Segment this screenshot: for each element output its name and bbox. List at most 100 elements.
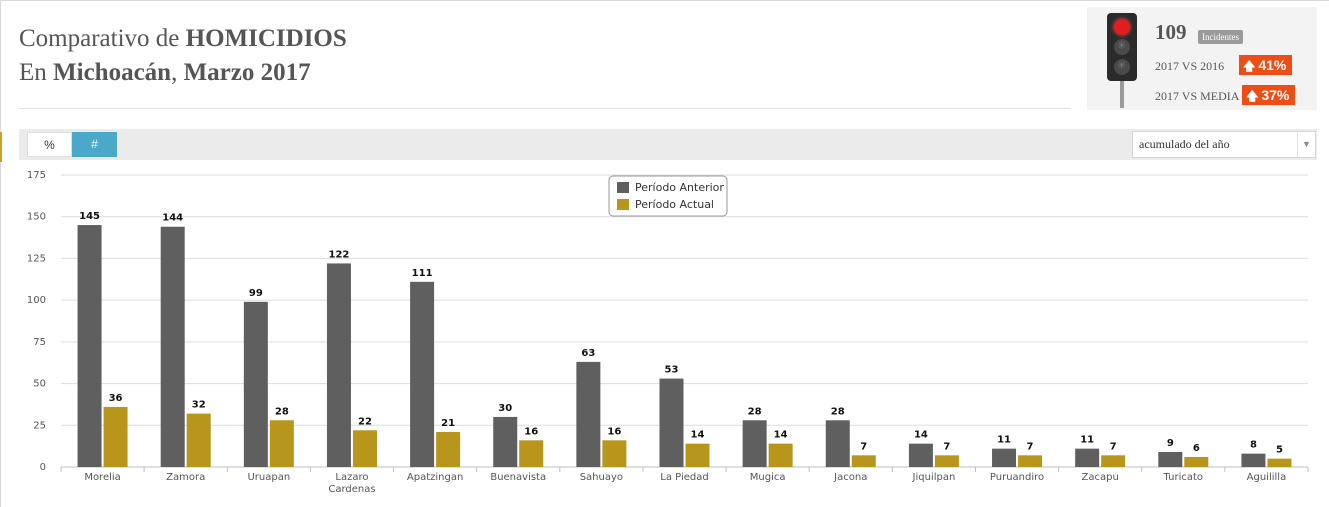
bar	[269, 420, 294, 467]
tab-percent[interactable]: %	[27, 132, 72, 157]
bar	[1158, 451, 1183, 467]
data-label: 8	[1250, 440, 1257, 451]
data-label: 14	[691, 430, 705, 441]
y-tick-label: 125	[27, 253, 46, 264]
left-accent-bar	[0, 132, 2, 162]
y-tick-label: 75	[33, 337, 46, 348]
x-tick-label: Cardenas	[328, 484, 375, 495]
kpi-vs-media-label: 2017 VS MEDIA	[1155, 89, 1240, 103]
bar	[243, 301, 268, 467]
kpi-vs-2016-percent: 41%	[1258, 57, 1287, 73]
data-label: 9	[1167, 438, 1174, 449]
incident-count: 109	[1155, 20, 1187, 44]
data-label: 28	[831, 406, 845, 417]
x-tick-label: La Piedad	[660, 472, 708, 483]
arrow-up-icon: 🡅	[1243, 59, 1256, 73]
bar	[1184, 456, 1209, 467]
title-line-2: En Michoacán, Marzo 2017	[19, 56, 347, 90]
legend-entry: Período Actual	[635, 198, 714, 211]
data-label: 7	[860, 441, 867, 452]
traffic-light-icon	[1107, 13, 1137, 81]
bar	[659, 378, 684, 467]
page-title: Comparativo de HOMICIDIOS En Michoacán, …	[19, 22, 347, 90]
legend-box	[608, 175, 728, 217]
kpi-vs-media-value: 🡅 37%	[1242, 85, 1296, 105]
arrow-up-icon: 🡅	[1246, 89, 1259, 103]
bar	[1267, 458, 1292, 467]
title-separator: ,	[171, 59, 184, 86]
kpi-vs-2016-label: 2017 VS 2016	[1155, 59, 1225, 73]
frame-top-border	[0, 0, 1329, 1]
title-in: En	[19, 59, 54, 86]
y-tick-label: 150	[27, 212, 46, 223]
data-label: 53	[665, 365, 679, 376]
period-select-value: acumulado del año	[1139, 137, 1230, 151]
bar	[576, 361, 601, 467]
bar	[436, 431, 461, 467]
bar	[851, 455, 876, 467]
incident-count-badge: Incidentes	[1198, 30, 1243, 44]
data-label: 14	[914, 430, 928, 441]
kpi-vs-media-percent: 37%	[1261, 87, 1290, 103]
bar	[602, 440, 627, 467]
traffic-light-yellow-lamp	[1114, 39, 1130, 55]
x-tick-label: Turicato	[1163, 472, 1203, 483]
bar	[1075, 448, 1100, 467]
bar	[908, 443, 933, 467]
y-tick-label: 25	[33, 420, 46, 431]
data-label: 16	[607, 426, 621, 437]
bar	[825, 420, 850, 467]
data-label: 22	[358, 416, 372, 427]
bar	[103, 406, 128, 467]
data-label: 7	[943, 441, 950, 452]
bar	[1101, 455, 1126, 467]
data-label: 122	[329, 249, 350, 260]
data-label: 145	[79, 211, 100, 222]
legend-swatch	[617, 182, 629, 193]
bar	[77, 225, 102, 467]
data-label: 7	[1110, 441, 1117, 452]
title-state: Michoacán	[53, 59, 172, 86]
x-tick-label: Aguililla	[1247, 472, 1287, 483]
y-tick-label: 0	[40, 462, 46, 473]
title-crime-type: HOMICIDIOS	[185, 25, 347, 52]
data-label: 30	[498, 403, 512, 414]
tab-number[interactable]: #	[72, 132, 117, 157]
data-label: 28	[748, 406, 762, 417]
y-tick-label: 100	[27, 295, 46, 306]
bar	[1241, 453, 1266, 467]
legend-entry: Período Anterior	[635, 181, 724, 194]
bar	[934, 455, 959, 467]
x-tick-label: Morelia	[84, 472, 120, 483]
data-label: 6	[1193, 443, 1200, 454]
bar	[160, 226, 185, 467]
traffic-light-red-lamp	[1114, 19, 1130, 35]
period-select[interactable]: acumulado del año ▼	[1132, 131, 1316, 158]
data-label: 144	[162, 213, 183, 224]
x-tick-label: Zacapu	[1082, 472, 1119, 483]
x-tick-label: Jiquilpan	[912, 472, 956, 483]
x-tick-label: Puruandiro	[990, 472, 1044, 483]
x-tick-label: Buenavista	[490, 472, 546, 483]
data-label: 32	[192, 400, 206, 411]
y-tick-label: 175	[27, 170, 46, 181]
kpi-vs-2016-value: 🡅 41%	[1239, 55, 1293, 75]
chart-toolbar: % # acumulado del año ▼	[19, 129, 1317, 160]
bar	[742, 420, 767, 467]
x-tick-label: Uruapan	[247, 472, 290, 483]
kpi-panel: 109 Incidentes 2017 VS 2016 🡅41% 2017 VS…	[1087, 7, 1317, 110]
data-label: 7	[1027, 441, 1034, 452]
data-label: 63	[581, 348, 595, 359]
data-label: 111	[412, 268, 433, 279]
data-label: 28	[275, 406, 289, 417]
bar	[519, 440, 544, 467]
bar	[685, 443, 710, 467]
bar	[352, 430, 377, 467]
chevron-down-icon[interactable]: ▼	[1297, 132, 1315, 157]
bar	[186, 413, 211, 467]
title-prefix: Comparativo de	[19, 25, 186, 52]
data-label: 5	[1276, 445, 1283, 456]
bar-chart: 025507510012515017514536Morelia14432Zamo…	[27, 170, 1309, 495]
bar	[992, 448, 1017, 467]
frame-left-border	[0, 0, 1, 507]
